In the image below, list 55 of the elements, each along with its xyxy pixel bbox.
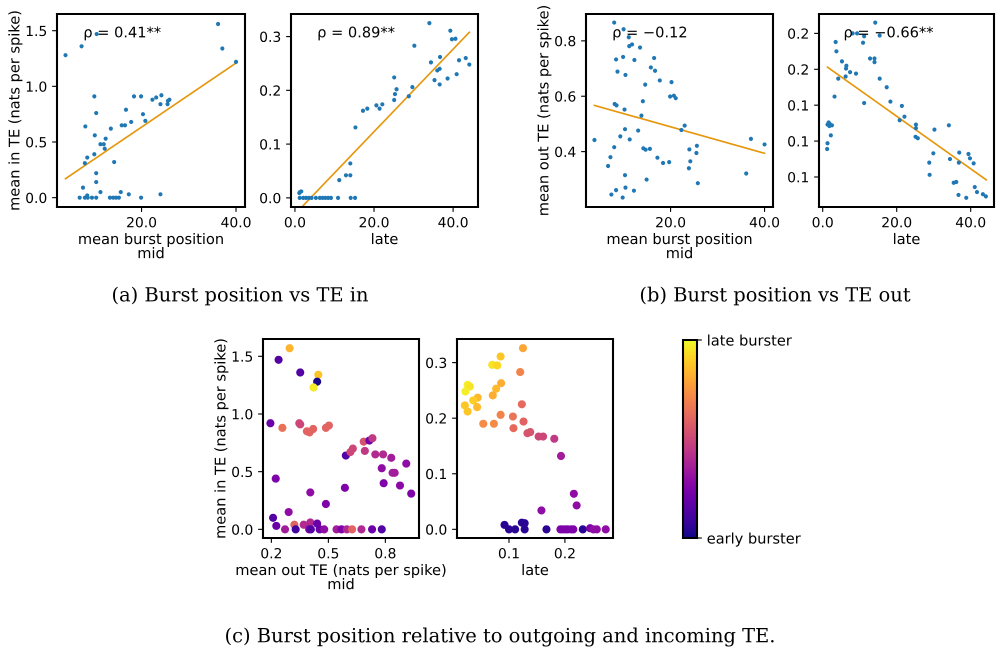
y-tick-label: 0.0 bbox=[232, 524, 252, 535]
x-axis-title: mean burst position mid bbox=[79, 232, 223, 258]
y-tick-label: 0.1 bbox=[426, 468, 446, 480]
text: (c) Burst position relative to outgoing and incoming TE. bbox=[226, 627, 774, 647]
y-tick-label: 1.0 bbox=[26, 81, 46, 92]
y-tick-label: 0.2 bbox=[426, 413, 446, 424]
x-tick-label: 40.0 bbox=[750, 216, 780, 228]
text: (a) Burst position vs TE in bbox=[113, 286, 368, 306]
y-tick-label: 1.5 bbox=[232, 351, 252, 362]
y-axis-title: mean out TE (nats per spike) bbox=[537, 6, 552, 215]
x-tick-label: 20.0 bbox=[127, 216, 156, 228]
x-axis-title: late bbox=[894, 232, 920, 244]
y-tick-label: 0.0 bbox=[426, 524, 446, 535]
annotation: ρ = 0.89** bbox=[318, 26, 395, 40]
x-tick-label: 0.0 bbox=[284, 216, 306, 228]
text: (b) Burst position vs TE out bbox=[640, 286, 910, 306]
y-axis-title: mean in TE (nats per spike) bbox=[214, 339, 228, 538]
x-tick-label: 0.8 bbox=[375, 548, 396, 558]
y-tick-label: 0.3 bbox=[260, 32, 280, 42]
x-tick-label: 0.0 bbox=[812, 216, 833, 228]
x-tick-label: 20.0 bbox=[656, 216, 686, 228]
y-tick-label: 0.0 bbox=[260, 192, 280, 204]
y-tick-label: 0.2 bbox=[260, 85, 280, 96]
color-bar-label: early burster bbox=[708, 532, 801, 547]
y-tick-label: 0.1 bbox=[788, 172, 808, 182]
y-tick-label: 0.1 bbox=[788, 100, 808, 111]
y-tick-label: 0.8 bbox=[555, 36, 576, 46]
annotation: ρ = −0.12 bbox=[614, 26, 686, 40]
y-tick-label: 0.0 bbox=[26, 192, 46, 204]
x-tick-label: 0.1 bbox=[498, 548, 519, 558]
y-tick-label: 0.5 bbox=[26, 136, 46, 148]
y-axis-title: mean in TE (nats per spike) bbox=[8, 11, 22, 210]
x-axis-title: mean burst position mid bbox=[608, 232, 752, 258]
color-bar-label: late burster bbox=[708, 334, 792, 346]
x-tick-label: 0.5 bbox=[318, 548, 338, 558]
x-tick-label: 40.0 bbox=[438, 216, 468, 228]
y-tick-label: 0.1 bbox=[260, 139, 280, 150]
x-tick-label: 40.0 bbox=[221, 216, 251, 228]
y-tick-label: 0.1 bbox=[788, 136, 808, 147]
x-axis-title: late bbox=[522, 564, 548, 576]
y-tick-label: 0.3 bbox=[426, 358, 446, 368]
annotation: ρ = −0.66** bbox=[844, 26, 934, 40]
y-tick-label: 0.2 bbox=[788, 28, 808, 39]
x-tick-label: 20.0 bbox=[360, 216, 389, 228]
y-tick-label: 1.5 bbox=[26, 26, 46, 36]
y-tick-label: 0.6 bbox=[555, 91, 576, 102]
y-tick-label: 1.0 bbox=[232, 408, 252, 420]
annotation: ρ = 0.41** bbox=[84, 26, 161, 40]
x-axis-title: late bbox=[372, 232, 398, 244]
x-tick-label: 40.0 bbox=[956, 216, 986, 228]
y-tick-label: 0.2 bbox=[788, 64, 808, 75]
y-tick-label: 0.5 bbox=[232, 466, 252, 478]
y-tick-label: 0.4 bbox=[555, 146, 576, 158]
x-axis-title: mean out TE (nats per spike) mid bbox=[236, 564, 446, 590]
x-tick-label: 20.0 bbox=[882, 216, 912, 228]
